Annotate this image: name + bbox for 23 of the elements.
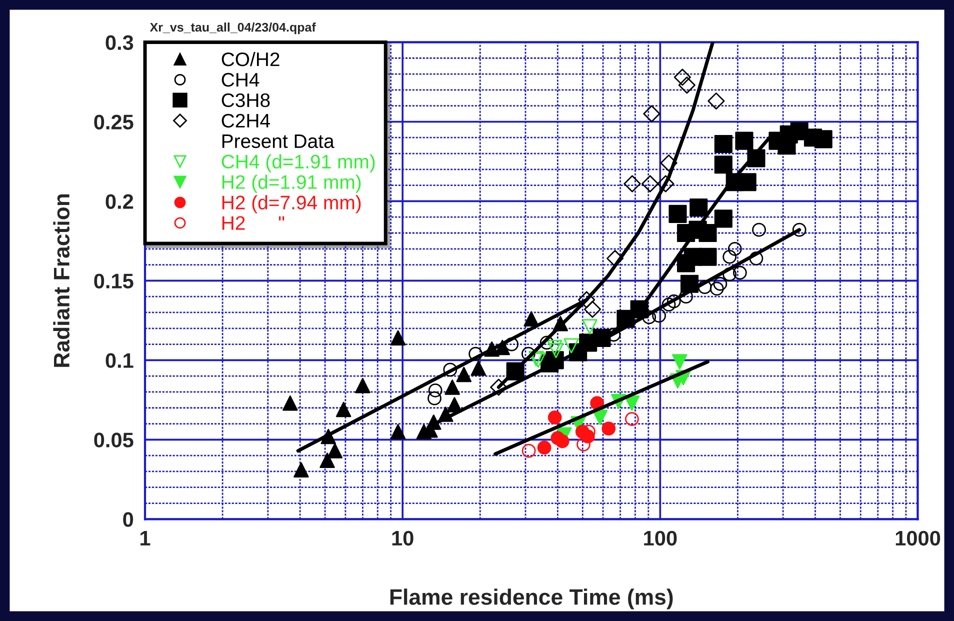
y-tick-label: 0.2 xyxy=(106,194,134,209)
legend-label: C2H4 xyxy=(222,114,270,128)
legend-label: CO/H2 xyxy=(222,52,280,66)
x-tick-label: 10 xyxy=(392,530,414,546)
y-tick-label: 0.1 xyxy=(106,353,134,368)
legend-label: H2 (d=7.94 mm) xyxy=(222,195,361,214)
x-tick-label: 1000 xyxy=(896,530,940,546)
legend-label: H2 (d=1.91 mm) xyxy=(222,174,361,193)
y-tick-label: 0 xyxy=(123,512,134,527)
legend-label: C3H8 xyxy=(222,93,270,108)
legend-label: CH4 (d=1.91 mm) xyxy=(222,154,375,172)
y-tick-label: 0.05 xyxy=(94,432,134,448)
x-tick-label: 100 xyxy=(644,530,677,546)
y-tick-label: 0.25 xyxy=(94,114,134,130)
x-tick-label: 1 xyxy=(140,531,150,546)
annotation: Present Data xyxy=(222,134,334,148)
text: Xr_vs_tau_all_04/23/04.qpaf xyxy=(150,22,316,34)
legend-label: CH4 xyxy=(222,72,260,87)
y-axis-title: Radiant Fraction xyxy=(53,194,70,367)
y-tick-label: 0.3 xyxy=(106,35,134,50)
legend-label: H2 " xyxy=(222,216,284,230)
x-axis-title: Flame residence Time (ms) xyxy=(390,588,673,610)
y-tick-label: 0.15 xyxy=(94,274,134,288)
